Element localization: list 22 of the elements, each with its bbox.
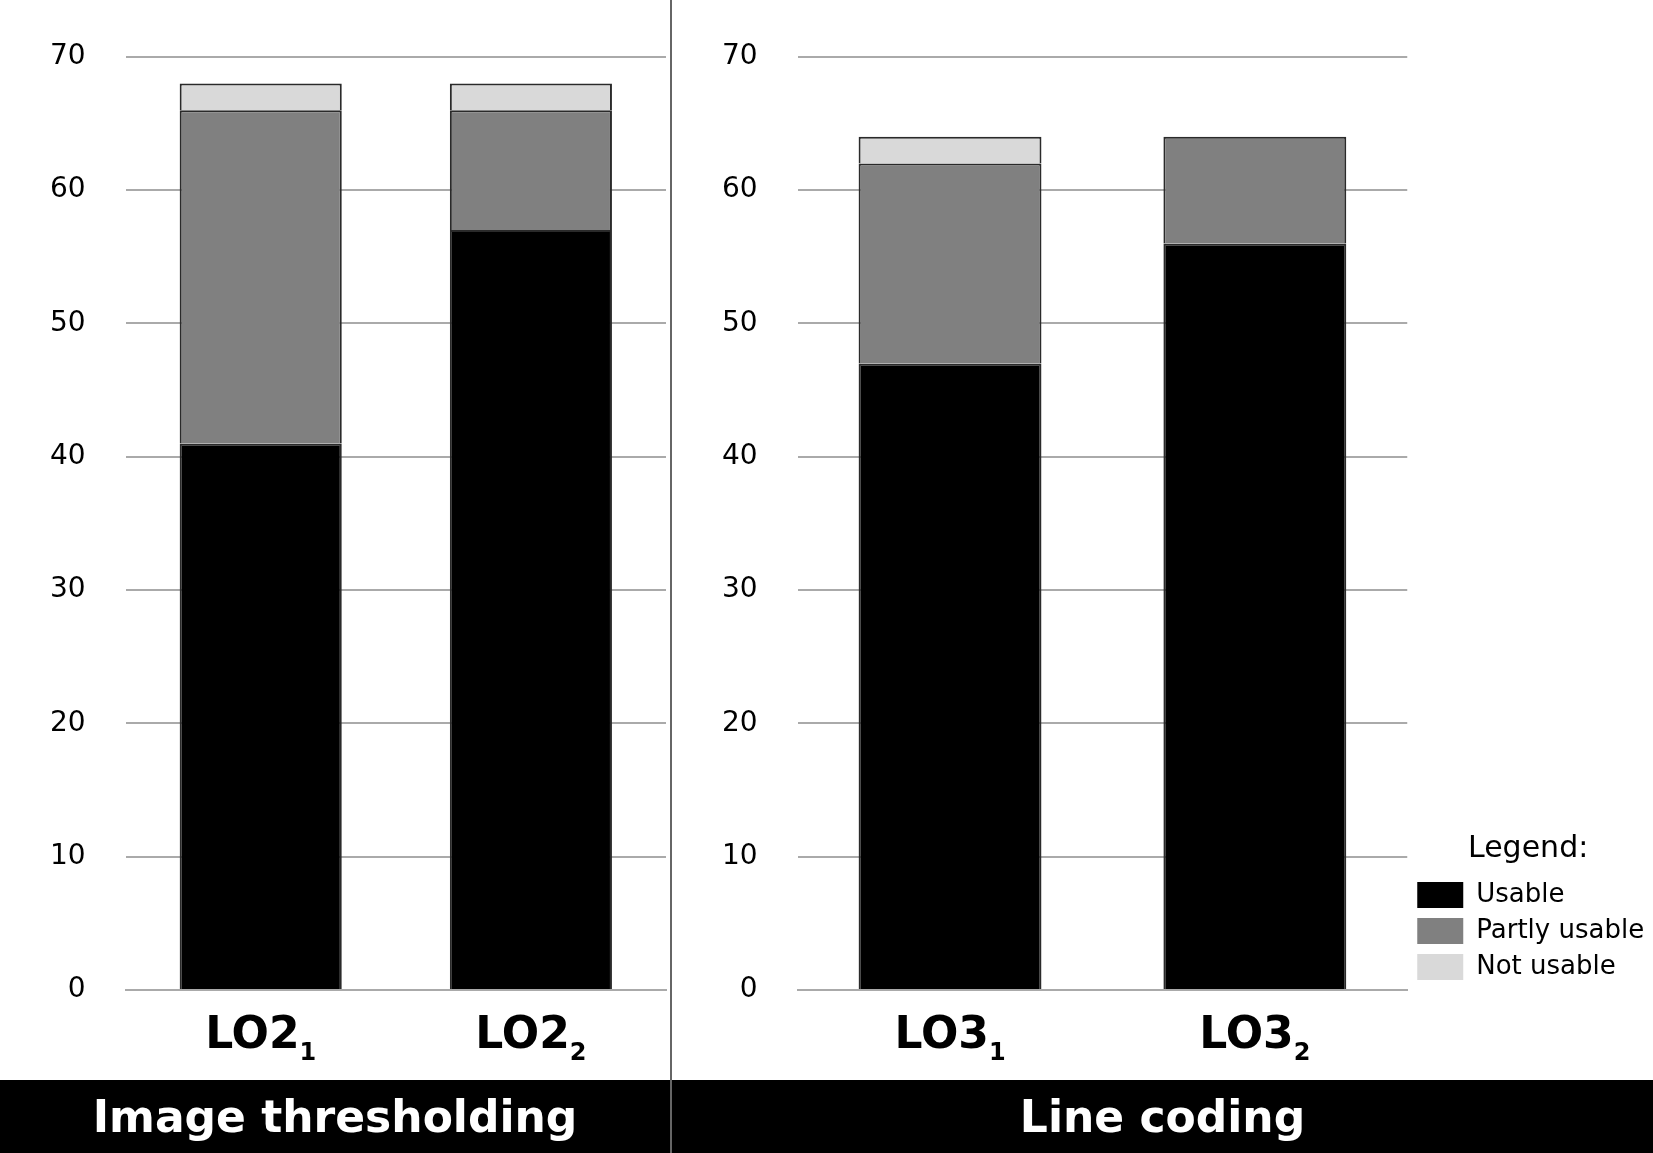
- y-tick-label: 0: [67, 971, 86, 1005]
- text: Image thresholding: [0, 1080, 670, 1153]
- y-tick-label: 20: [721, 704, 758, 738]
- legend-label: Not usable: [1476, 949, 1616, 980]
- y-tick-label: 40: [721, 438, 758, 472]
- text: Line coding: [672, 1080, 1653, 1153]
- y-tick-label: 30: [721, 571, 758, 605]
- y-tick-label: 10: [721, 837, 758, 871]
- y-tick-label: 60: [49, 171, 86, 205]
- legend-label: Usable: [1476, 877, 1565, 908]
- y-tick-label: 70: [49, 38, 86, 72]
- y-tick-label: 20: [49, 704, 86, 738]
- y-tick-label: 40: [49, 438, 86, 472]
- y-tick-label: 50: [49, 304, 86, 338]
- y-tick-label: 70: [721, 38, 758, 72]
- y-tick-label: 30: [49, 571, 86, 605]
- legend-label: Partly usable: [1476, 913, 1645, 944]
- y-tick-label: 10: [49, 837, 86, 871]
- legend-title: Legend:: [1467, 828, 1589, 864]
- y-tick-label: 50: [721, 304, 758, 338]
- y-tick-label: 0: [739, 971, 758, 1005]
- y-tick-label: 60: [721, 171, 758, 205]
